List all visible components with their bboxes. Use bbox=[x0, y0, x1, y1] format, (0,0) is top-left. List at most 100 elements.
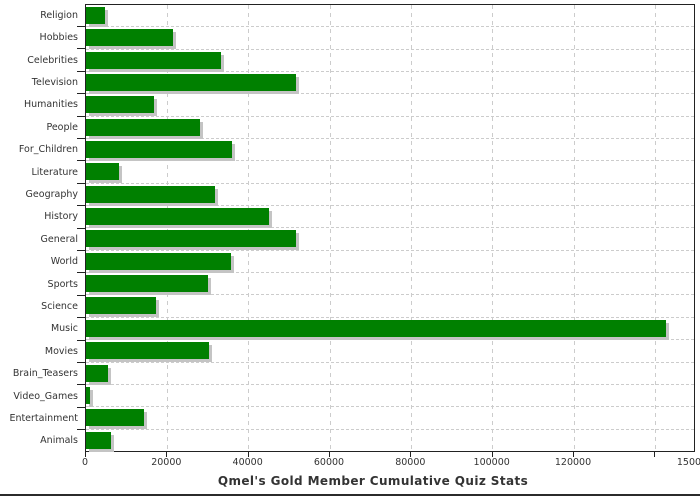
bar-row bbox=[86, 117, 694, 140]
y-label: Brain_Teasers bbox=[12, 368, 78, 380]
y-label: Science bbox=[41, 300, 78, 312]
bar-sports bbox=[86, 275, 208, 293]
y-label: Hobbies bbox=[39, 32, 78, 44]
x-tick bbox=[329, 452, 330, 457]
bottom-divider bbox=[0, 494, 700, 496]
x-tick-label: 40000 bbox=[232, 457, 263, 468]
y-label: Movies bbox=[44, 345, 78, 357]
y-label: Celebrities bbox=[27, 54, 78, 66]
y-label: Religion bbox=[40, 9, 78, 21]
bar-row bbox=[86, 228, 694, 251]
y-tick bbox=[77, 406, 85, 408]
x-tick-label: 20000 bbox=[151, 457, 182, 468]
bar-geography bbox=[86, 185, 216, 203]
x-tick bbox=[654, 452, 656, 457]
bar-row bbox=[86, 184, 694, 207]
y-tick bbox=[77, 384, 85, 386]
bar-row bbox=[86, 273, 694, 296]
y-label: Literature bbox=[31, 166, 78, 178]
bar-row bbox=[86, 295, 694, 318]
bar-world bbox=[86, 252, 231, 270]
y-tick bbox=[77, 160, 85, 162]
y-axis-labels: Religion Hobbies Celebrities Television Huma… bbox=[0, 4, 78, 452]
y-label: Entertainment bbox=[9, 413, 78, 425]
y-label: Music bbox=[50, 323, 78, 335]
chart-title: Qmel's Gold Member Cumulative Quiz Stats bbox=[217, 474, 529, 488]
bar-science bbox=[86, 297, 156, 315]
bar-row bbox=[86, 27, 694, 50]
x-tick bbox=[166, 452, 168, 457]
bar-music bbox=[86, 319, 667, 337]
bar-row bbox=[86, 72, 694, 95]
bar-movies bbox=[86, 342, 210, 360]
y-tick bbox=[77, 137, 85, 139]
bar-people bbox=[86, 118, 201, 136]
x-tick-label: 120000 bbox=[554, 457, 592, 468]
bar-row bbox=[86, 407, 694, 430]
bar-television bbox=[86, 74, 296, 92]
y-tick bbox=[77, 294, 85, 296]
bar-row bbox=[86, 251, 694, 274]
x-tick bbox=[573, 452, 574, 457]
y-tick bbox=[77, 249, 85, 251]
y-tick bbox=[77, 115, 85, 117]
x-tick-label: 150000 bbox=[676, 457, 700, 468]
y-tick bbox=[77, 429, 85, 431]
bar-religion bbox=[86, 7, 106, 24]
x-tick bbox=[491, 452, 493, 457]
bar-for-children bbox=[86, 141, 233, 159]
y-tick bbox=[77, 339, 85, 341]
bar-row bbox=[86, 94, 694, 117]
y-label: Video_Games bbox=[13, 390, 78, 402]
bar-row bbox=[86, 340, 694, 363]
bar-literature bbox=[86, 163, 120, 181]
y-tick bbox=[77, 93, 85, 95]
bar-row bbox=[86, 50, 694, 73]
y-label: Animals bbox=[40, 435, 78, 447]
bar-entertainment bbox=[86, 409, 145, 427]
x-tick-label: 100000 bbox=[473, 457, 510, 468]
y-tick bbox=[77, 25, 85, 27]
bar-celebrities bbox=[86, 51, 221, 69]
bar-general bbox=[86, 230, 296, 248]
x-tick-label: 80000 bbox=[395, 457, 426, 468]
bar-row bbox=[86, 385, 694, 408]
bar-history bbox=[86, 208, 270, 226]
y-tick bbox=[77, 272, 85, 274]
y-tick bbox=[77, 361, 85, 363]
bar-video-games bbox=[86, 386, 91, 404]
y-label: History bbox=[44, 211, 78, 223]
y-tick bbox=[77, 317, 85, 319]
y-label: Sports bbox=[47, 278, 78, 290]
bar-row bbox=[86, 5, 694, 28]
bar-hobbies bbox=[86, 29, 173, 47]
y-tick bbox=[77, 70, 85, 72]
bar-row bbox=[86, 139, 694, 162]
bar-row bbox=[86, 206, 694, 229]
y-tick bbox=[77, 182, 85, 184]
x-tick bbox=[247, 452, 249, 457]
x-tick-label: 0 bbox=[81, 457, 89, 468]
x-tick-label: 60000 bbox=[313, 457, 345, 468]
bar-row bbox=[86, 363, 694, 385]
x-tick bbox=[410, 452, 412, 457]
bar-row bbox=[86, 318, 694, 341]
y-label: People bbox=[46, 121, 78, 133]
bar-row bbox=[86, 161, 694, 184]
bar-brain-teasers bbox=[86, 364, 109, 382]
bar-humanities bbox=[86, 96, 154, 114]
y-label: For_Children bbox=[18, 144, 78, 156]
bar-row bbox=[86, 430, 694, 451]
y-label: General bbox=[40, 233, 78, 245]
y-label: Humanities bbox=[23, 99, 78, 111]
y-label: Geography bbox=[25, 188, 78, 200]
bar-animals bbox=[86, 431, 111, 449]
y-tick bbox=[77, 48, 85, 50]
y-label: Television bbox=[31, 76, 78, 88]
bar-rows bbox=[86, 5, 694, 451]
y-tick bbox=[77, 227, 85, 229]
y-tick bbox=[77, 205, 85, 207]
y-label: World bbox=[50, 256, 78, 268]
plot-area bbox=[85, 4, 695, 452]
